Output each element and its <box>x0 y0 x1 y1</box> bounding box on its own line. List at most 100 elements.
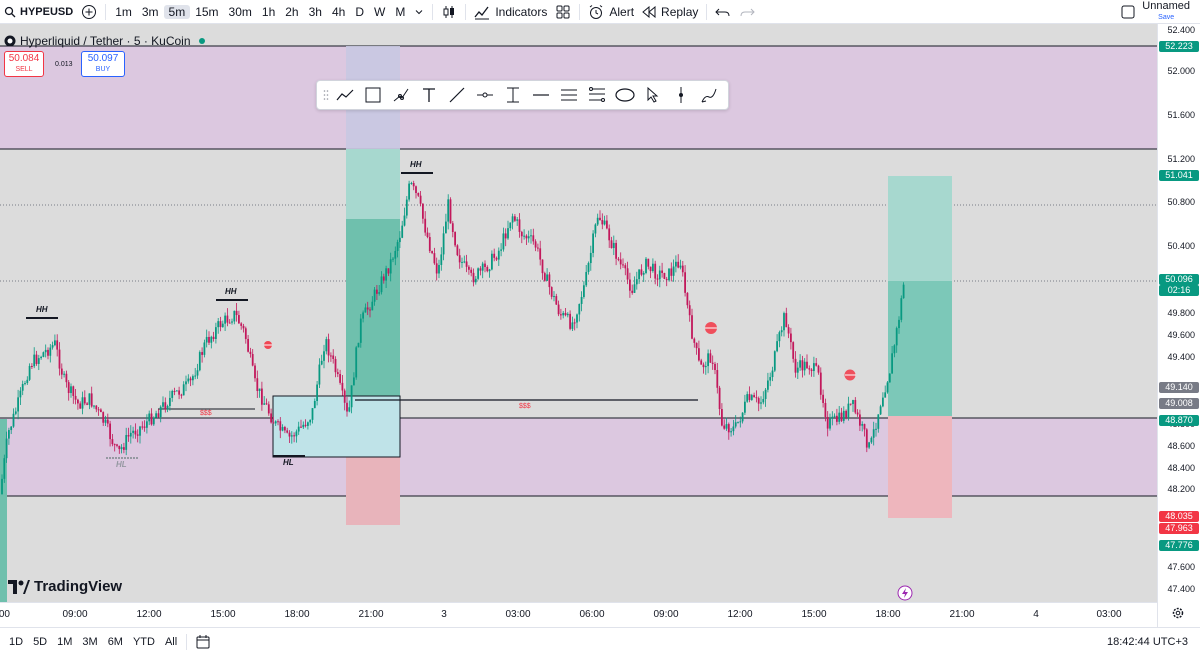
candle-body <box>221 323 224 328</box>
time-tick: 15:00 <box>801 609 827 620</box>
range-5d[interactable]: 5D <box>33 635 48 648</box>
layout-square-icon <box>1120 4 1136 20</box>
candle-body <box>392 258 394 260</box>
trend-line-icon[interactable] <box>331 81 359 109</box>
candle-body <box>139 426 141 436</box>
time-tick: 03:00 <box>1096 609 1122 620</box>
price-axis[interactable]: 52.400 52.000 51.600 51.200 50.800 50.40… <box>1157 24 1200 627</box>
candle-body <box>767 380 769 390</box>
sell-button[interactable]: 50.084 SELL <box>4 51 44 77</box>
symbol-title[interactable]: Hyperliquid / Tether · 5 · KuCoin <box>20 34 191 48</box>
candle-body <box>564 312 567 316</box>
timeframe-1h[interactable]: 1h <box>261 4 276 19</box>
candle-body <box>619 259 622 265</box>
text-icon[interactable] <box>415 81 443 109</box>
timeframe-15m[interactable]: 15m <box>195 4 219 19</box>
candle-body <box>394 250 397 259</box>
candle-body <box>750 395 753 400</box>
candle-body <box>723 425 726 429</box>
clock[interactable]: 18:42:44 UTC+3 <box>1106 635 1188 648</box>
candle-body <box>182 384 185 396</box>
candle-body <box>769 377 772 381</box>
range-6m[interactable]: 6M <box>107 635 123 648</box>
timeframe-4h[interactable]: 4h <box>331 4 346 19</box>
symbol-search[interactable]: HYPEUSD <box>0 0 77 24</box>
timeframe-5m[interactable]: 5m <box>163 4 191 19</box>
candle-body <box>67 382 70 394</box>
timeframe-2h[interactable]: 2h <box>285 4 299 19</box>
alert-button[interactable]: Alert <box>584 0 638 24</box>
fib-icon[interactable] <box>583 81 611 109</box>
candle-body <box>284 427 286 431</box>
compare-button[interactable] <box>77 0 101 24</box>
chart-settings-button[interactable] <box>1171 606 1185 625</box>
time-axis[interactable]: :00 09:00 12:00 15:00 18:00 21:00 3 03:0… <box>0 602 1157 627</box>
goto-date-button[interactable] <box>191 630 215 654</box>
time-tick: 18:00 <box>284 609 310 620</box>
candle-body <box>65 373 68 383</box>
candle-body <box>265 403 268 405</box>
candle-body <box>718 387 721 410</box>
candle-body <box>274 421 277 424</box>
drag-handle[interactable] <box>321 81 331 109</box>
candle-body <box>486 266 489 272</box>
timeframe-3m[interactable]: 3m <box>141 4 159 19</box>
ellipse-icon[interactable] <box>611 81 639 109</box>
undo-button[interactable] <box>711 0 735 24</box>
range-all[interactable]: All <box>164 635 178 648</box>
range-ytd[interactable]: YTD <box>132 635 155 648</box>
rectangle-icon[interactable] <box>359 81 387 109</box>
candle-body <box>787 327 790 334</box>
parallel-channel-icon[interactable] <box>555 81 583 109</box>
timeframe-30m[interactable]: 30m <box>228 4 252 19</box>
arrow-cursor-icon[interactable] <box>639 81 667 109</box>
path-icon[interactable] <box>387 81 415 109</box>
vertical-line-icon[interactable] <box>667 81 695 109</box>
chart-type-button[interactable] <box>437 0 461 24</box>
brush-icon[interactable] <box>695 81 723 109</box>
candle-body <box>675 261 677 267</box>
horizontal-line-icon[interactable] <box>527 81 555 109</box>
timeframe-3h[interactable]: 3h <box>308 4 322 19</box>
candle-body <box>707 353 709 367</box>
price-tag-level: 48.870 <box>1159 415 1199 426</box>
range-1m[interactable]: 1M <box>57 635 73 648</box>
candle-body <box>343 390 346 403</box>
candle-body <box>484 263 486 267</box>
candle-body <box>31 365 33 367</box>
ray-icon[interactable] <box>443 81 471 109</box>
replay-button[interactable]: Replay <box>638 0 702 24</box>
candle-body <box>323 351 325 361</box>
candle-body <box>79 403 82 409</box>
redo-button[interactable] <box>735 0 759 24</box>
candle-body <box>447 199 450 222</box>
timeframe-1m[interactable]: 1m <box>115 4 132 19</box>
timeframe-d[interactable]: D <box>355 4 364 19</box>
candle-body <box>700 360 703 365</box>
candle-body <box>104 419 107 423</box>
price-tag-tp: 51.041 <box>1159 170 1199 181</box>
price-chart[interactable] <box>0 24 1157 602</box>
logo-text: TradingView <box>34 578 123 595</box>
timeframe-dropdown[interactable] <box>410 0 428 24</box>
candle-body <box>224 315 226 324</box>
candle-body <box>847 403 850 418</box>
horizontal-ray-icon[interactable] <box>471 81 499 109</box>
templates-button[interactable] <box>551 0 575 24</box>
range-3m[interactable]: 3M <box>82 635 98 648</box>
price-label-icon[interactable] <box>499 81 527 109</box>
indicators-button[interactable]: Indicators <box>470 0 551 24</box>
buy-button[interactable]: 50.097 BUY <box>81 51 125 77</box>
layout-save[interactable]: Unnamed Save <box>1116 0 1200 24</box>
candle-body <box>297 426 300 432</box>
candle-body <box>251 354 254 366</box>
candle-body <box>341 382 344 391</box>
candle-body <box>277 421 279 423</box>
range-1d[interactable]: 1D <box>9 635 24 648</box>
chart-pane[interactable]: HH HH HH HL HL $$$ $$$ Hyperliquid / Tet… <box>0 24 1200 627</box>
candle-body <box>373 289 376 302</box>
timeframe-w[interactable]: W <box>374 4 386 19</box>
candle-body <box>118 445 121 450</box>
timeframe-m[interactable]: M <box>395 4 406 19</box>
layout-name: Unnamed <box>1142 0 1190 12</box>
